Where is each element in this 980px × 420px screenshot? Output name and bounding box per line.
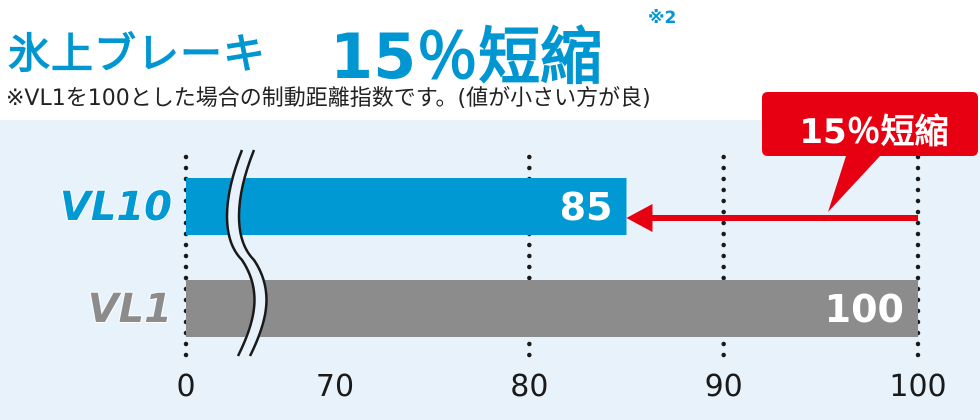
axis-break-line — [225, 149, 256, 357]
category-label-vl1: VL1 — [88, 286, 172, 332]
chart-background — [0, 120, 980, 420]
footnote-mark: ※2 — [648, 8, 677, 28]
value-label-vl10: 85 — [560, 185, 613, 229]
axis-break-mask — [226, 147, 268, 360]
x-tick-label: 80 — [510, 369, 548, 404]
chart-note: ※VL1を100とした場合の制動距離指数です。(値が小さい方が良) — [6, 86, 651, 111]
x-tick-label: 90 — [705, 369, 743, 404]
x-tick-label: 70 — [316, 369, 354, 404]
bar-vl1 — [186, 280, 918, 337]
bar-vl10 — [186, 178, 627, 235]
page-title: 氷上ブレーキ — [8, 29, 267, 78]
x-tick-label: 100 — [889, 369, 946, 404]
axis-break-line — [237, 149, 268, 357]
x-tick-label: 0 — [176, 369, 195, 404]
callout-bubble — [762, 92, 978, 212]
reduction-arrow-head — [626, 204, 653, 232]
callout-label: 15％短縮 — [799, 112, 949, 152]
title-highlight: 15％短縮 — [330, 20, 603, 93]
category-label-vl10: VL10 — [60, 184, 172, 230]
value-label-vl1: 100 — [825, 287, 904, 331]
